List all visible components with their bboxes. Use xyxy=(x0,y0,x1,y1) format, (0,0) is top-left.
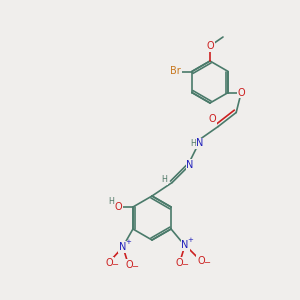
Text: O: O xyxy=(237,88,245,98)
Text: −: − xyxy=(204,259,211,268)
Text: H: H xyxy=(161,175,167,184)
Text: H: H xyxy=(108,197,114,206)
Text: −: − xyxy=(131,262,138,272)
Text: O: O xyxy=(206,41,214,51)
Text: N: N xyxy=(119,242,127,252)
Text: O: O xyxy=(175,258,183,268)
Text: −: − xyxy=(182,260,189,269)
Text: Br: Br xyxy=(170,67,181,76)
Text: N: N xyxy=(182,240,189,250)
Text: O: O xyxy=(197,256,205,266)
Text: −: − xyxy=(111,260,118,269)
Text: O: O xyxy=(125,260,133,270)
Text: +: + xyxy=(187,237,193,243)
Text: O: O xyxy=(209,114,217,124)
Text: +: + xyxy=(125,239,131,245)
Text: N: N xyxy=(187,160,194,170)
Text: H: H xyxy=(190,139,196,148)
Text: O: O xyxy=(114,202,122,212)
Text: O: O xyxy=(105,258,113,268)
Text: N: N xyxy=(196,139,204,148)
